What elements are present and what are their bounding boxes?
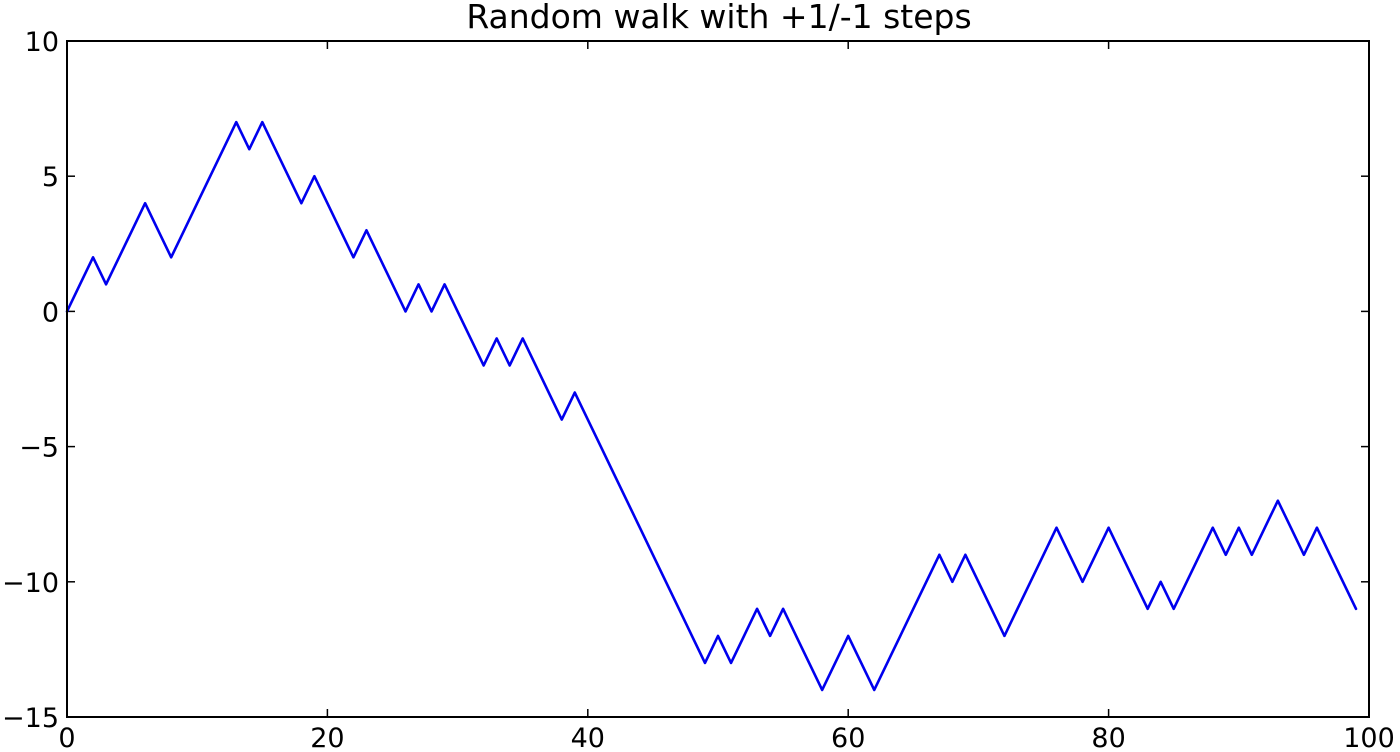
axis-ticks [66, 40, 1370, 718]
plot-area-frame [66, 40, 1370, 718]
x-tick-label: 40 [571, 723, 605, 752]
y-tick-label: 0 [42, 297, 59, 328]
series-line [65, 120, 1358, 692]
x-tick-label: 20 [310, 723, 344, 752]
y-tick-label: −5 [19, 433, 59, 464]
axis-tick-labels: 0 20 40 60 80 100 10 5 0 −5 −10 −15 [2, 27, 1395, 752]
y-tick-label: 10 [25, 27, 59, 58]
y-tick-label: 5 [42, 162, 59, 193]
y-tick-label: −15 [2, 703, 59, 734]
x-tick-label: 100 [1343, 723, 1395, 752]
y-tick-label: −10 [2, 568, 59, 599]
plot-series [65, 120, 1358, 692]
x-tick-label: 80 [1091, 723, 1125, 752]
x-tick-label: 60 [831, 723, 865, 752]
chart-title: Random walk with +1/-1 steps [466, 0, 971, 36]
x-tick-label: 0 [58, 723, 75, 752]
